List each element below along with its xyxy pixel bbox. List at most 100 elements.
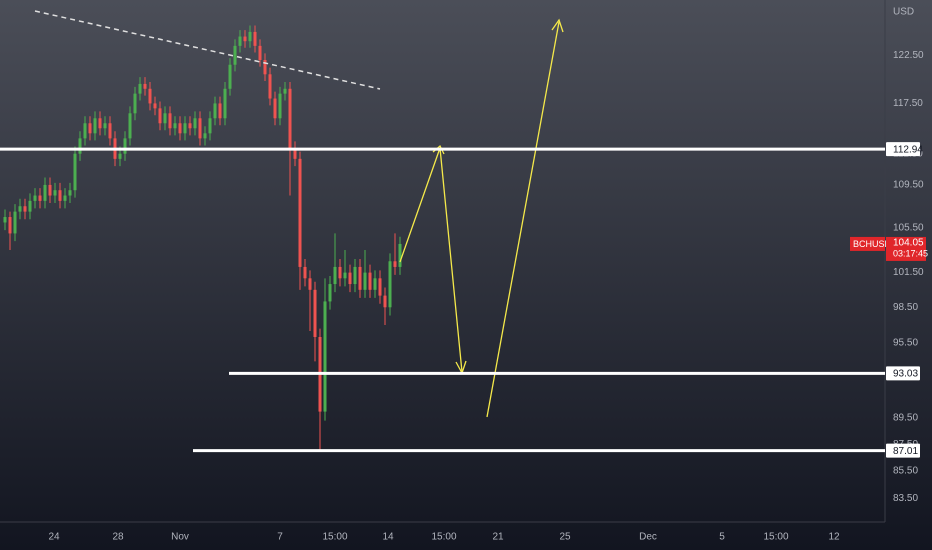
candle-body <box>153 103 157 109</box>
x-tick-label: 24 <box>48 532 60 543</box>
y-tick-label: 98.50 <box>893 302 918 313</box>
candle-body <box>223 88 227 119</box>
candle-body <box>178 123 182 134</box>
candle-body <box>348 272 352 285</box>
candle-body <box>158 108 162 124</box>
x-tick-label: 25 <box>559 532 571 543</box>
y-tick-label: 109.50 <box>893 180 924 191</box>
candle-body <box>378 278 382 296</box>
candle-body <box>43 184 47 201</box>
candle-body <box>353 266 357 285</box>
x-tick-label: 21 <box>492 532 504 543</box>
candle-body <box>98 118 102 129</box>
candle-body <box>243 36 247 42</box>
x-tick-label: 28 <box>112 532 124 543</box>
candle-body <box>108 123 112 139</box>
candle-body <box>173 123 177 129</box>
candle-body <box>373 278 377 290</box>
candle-body <box>288 88 292 149</box>
candle-body <box>313 289 317 337</box>
candle-body <box>238 36 242 46</box>
candle-body <box>358 266 362 290</box>
candle-body <box>123 138 127 154</box>
candle-body <box>278 93 282 119</box>
candle-body <box>18 206 22 212</box>
symbol-label: BCHUSD <box>853 239 892 249</box>
arrow-head <box>551 18 564 33</box>
candle-body <box>183 123 187 134</box>
candle-body <box>133 93 137 114</box>
candle-body <box>298 158 302 267</box>
candle-body <box>343 272 347 279</box>
candle-body <box>363 272 367 290</box>
x-tick-label: 12 <box>828 532 840 543</box>
y-tick-label: 105.50 <box>893 223 924 234</box>
candle-body <box>368 272 372 290</box>
candle-body <box>328 284 332 302</box>
candle-body <box>188 123 192 129</box>
last-price-box <box>886 236 926 261</box>
candle-body <box>23 206 27 212</box>
candle-body <box>333 266 337 285</box>
candle-body <box>38 195 42 201</box>
candle-body <box>33 195 37 201</box>
countdown-label: 03:17:45 <box>893 248 928 258</box>
candle-body <box>263 59 267 75</box>
candle-body <box>68 190 72 196</box>
candle-body <box>58 190 62 201</box>
candle-body <box>53 190 57 196</box>
currency-label: USD <box>893 7 914 18</box>
candle-body <box>28 200 32 212</box>
candle-body <box>208 118 212 134</box>
candle-body <box>163 113 167 124</box>
candle-body <box>393 261 397 267</box>
x-tick-label: 7 <box>277 532 283 543</box>
y-tick-label: 122.50 <box>893 50 924 61</box>
candle-body <box>3 217 7 223</box>
candle-body <box>193 118 197 129</box>
candle-body <box>128 113 132 139</box>
candle-body <box>143 83 147 89</box>
candle-body <box>203 133 207 139</box>
y-tick-label: 89.50 <box>893 413 918 424</box>
candle-body <box>228 64 232 89</box>
candle-body <box>198 118 202 139</box>
level-label: 87.01 <box>893 446 918 457</box>
candle-body <box>233 45 237 65</box>
candle-body <box>283 88 287 94</box>
candle-body <box>213 103 217 119</box>
y-tick-label: 117.50 <box>893 98 923 109</box>
level-label-box <box>886 443 920 458</box>
trend-line <box>34 10 381 90</box>
x-tick-label: Nov <box>171 532 189 543</box>
candle-body <box>93 118 97 134</box>
candle-body <box>273 98 277 119</box>
candle-body <box>148 88 152 104</box>
level-label: 93.03 <box>893 368 918 379</box>
x-tick-label: 14 <box>382 532 394 543</box>
x-tick-label: 15:00 <box>322 532 347 543</box>
symbol-box <box>850 236 885 251</box>
candle-body <box>218 103 222 119</box>
x-tick-label: 15:00 <box>431 532 456 543</box>
candle-body <box>308 278 312 290</box>
x-tick-label: 15:00 <box>763 532 788 543</box>
candle-body <box>383 295 387 308</box>
candle-body <box>293 148 297 159</box>
candle-body <box>88 123 92 134</box>
y-tick-label: 101.50 <box>893 267 924 278</box>
last-price-label: 104.05 <box>893 238 924 249</box>
candle-body <box>83 123 87 139</box>
x-tick-label: 5 <box>719 532 725 543</box>
y-tick-label: 83.50 <box>893 493 918 504</box>
level-label-box <box>886 366 920 381</box>
candle-body <box>258 45 262 60</box>
level-label-box <box>886 142 920 157</box>
candle-body <box>338 266 342 279</box>
candle-body <box>398 243 402 267</box>
candle-body <box>248 31 252 42</box>
candle-body <box>78 138 82 154</box>
